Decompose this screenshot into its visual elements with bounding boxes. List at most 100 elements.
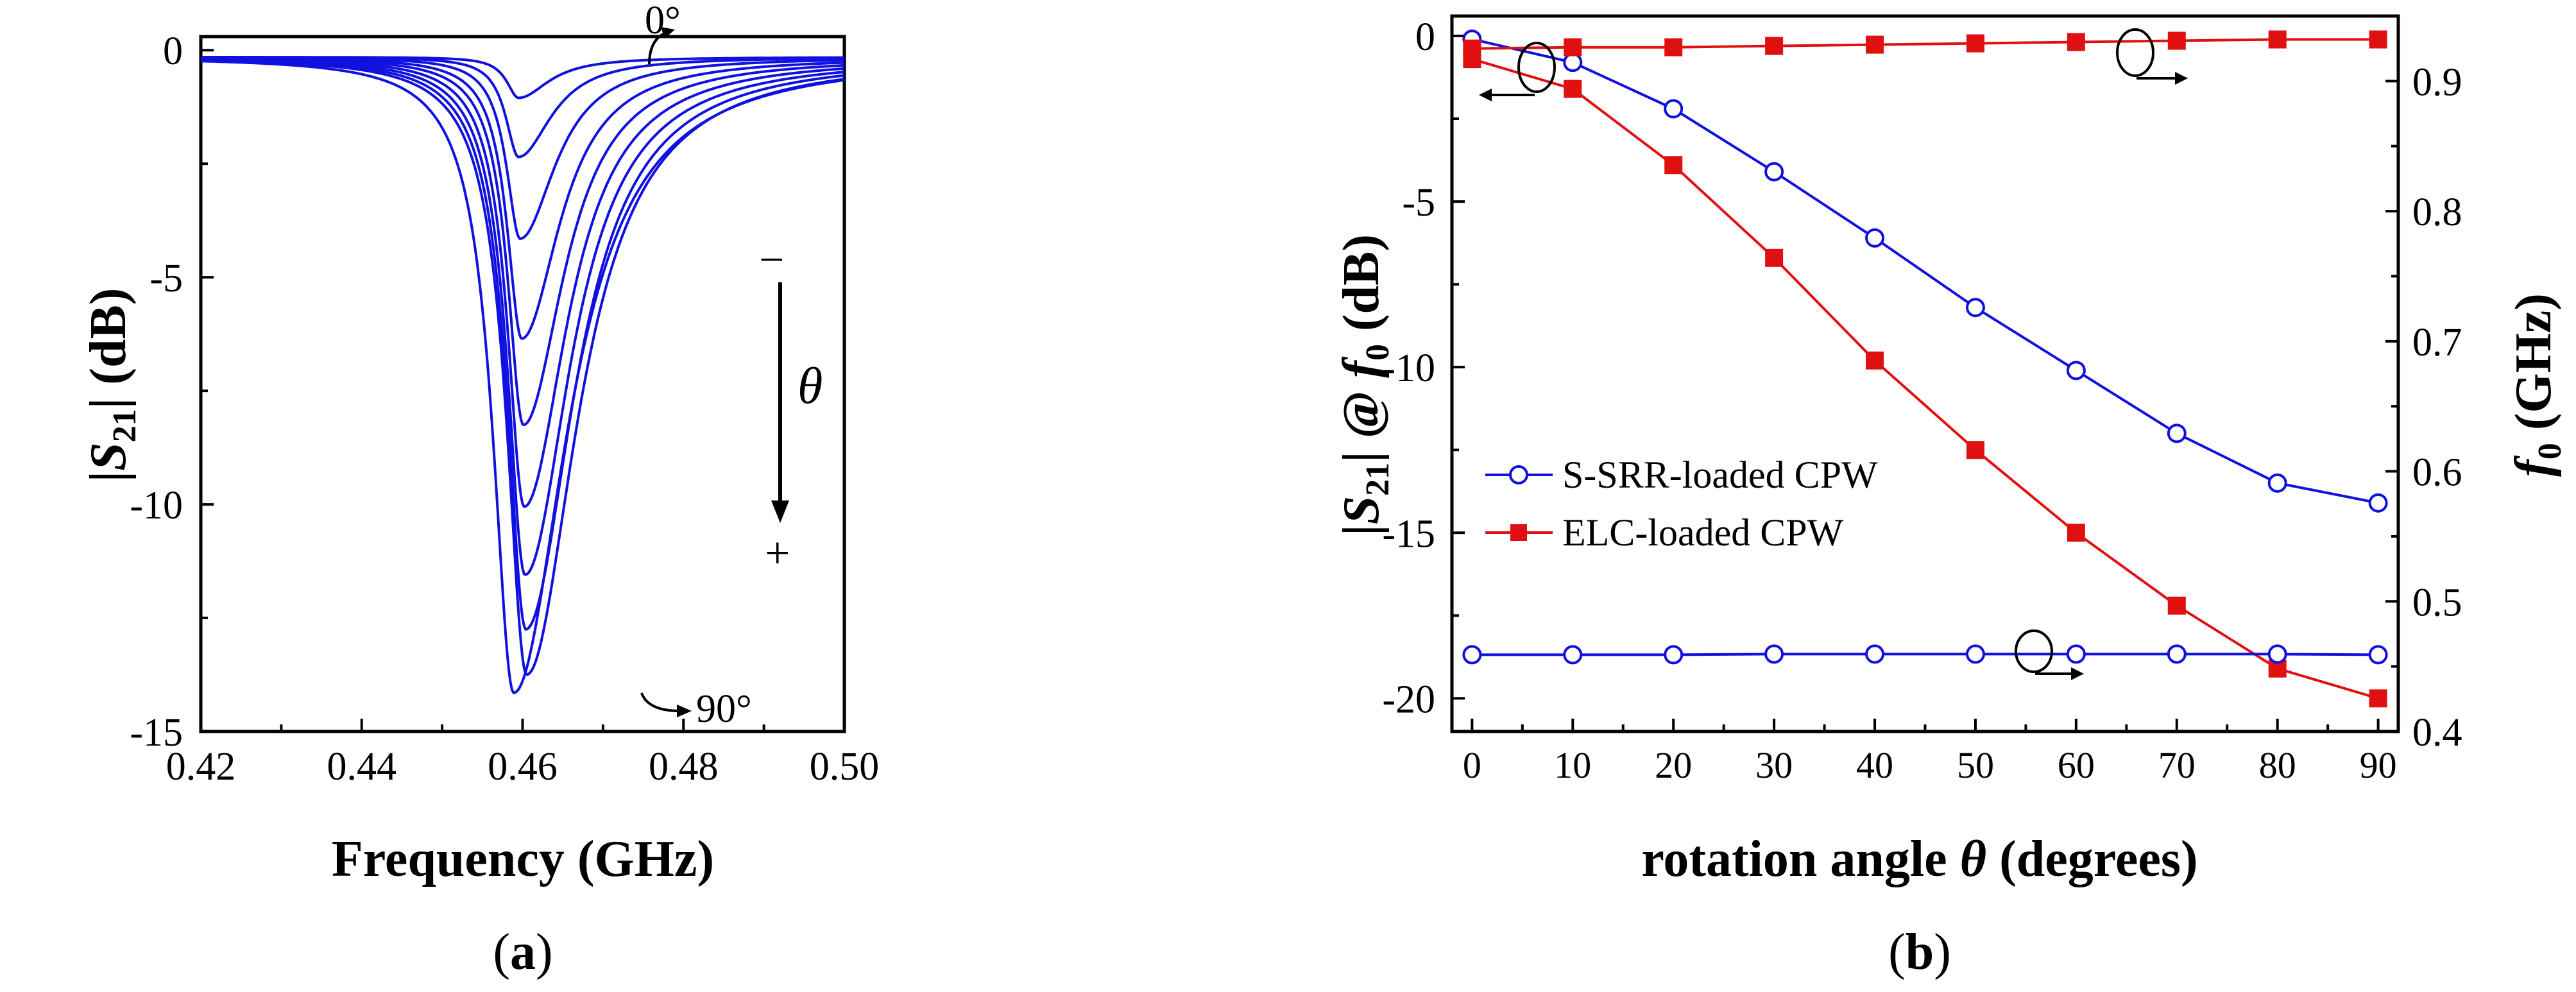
panel-a-x-axis-title: Frequency (GHz) xyxy=(332,831,714,887)
bottom-angle-label: 90° xyxy=(696,687,752,731)
panel-b-point-3 xyxy=(1765,37,1784,55)
panel-b-x-tick-label: 80 xyxy=(2259,744,2296,786)
panel-a-y-tick-label: 0 xyxy=(163,30,183,73)
panel-a-curve-1 xyxy=(201,56,845,158)
panel-b-x-axis-title: rotation angle θ (degrees) xyxy=(1641,831,2197,887)
panel-a-y-tick-label: -5 xyxy=(149,257,183,300)
panel-b-right-y-tick-label: 0.9 xyxy=(2412,60,2462,104)
panel-b-left-y-tick-label: -15 xyxy=(1382,512,1435,556)
panel-b-point-1 xyxy=(2369,689,2387,708)
panel-b-left-y-axis-title: |S21| @ f0 (dB) xyxy=(1333,234,1396,536)
panel-b-left-y-tick-label: -20 xyxy=(1382,678,1435,721)
legend-elc-label: ELC-loaded CPW xyxy=(1562,511,1844,554)
legend-item-elc: ELC-loaded CPW xyxy=(1485,511,1844,554)
panel-b-point-0 xyxy=(1563,53,1583,73)
srr-f0-axis-circle xyxy=(2015,629,2053,673)
panel-b-point-0 xyxy=(2167,423,2187,443)
panel-a-y-tick-label: -10 xyxy=(130,484,183,527)
panel-b-point-3 xyxy=(2067,33,2085,51)
plus-sign: + xyxy=(765,529,790,578)
panel-a-y-axis-title: |S21| (dB) xyxy=(80,288,143,483)
panel-b-right-y-tick-label: 0.7 xyxy=(2412,321,2462,364)
panel-b-point-1 xyxy=(1765,248,1784,267)
panel-a-curve-4 xyxy=(201,56,845,427)
s21-axis-circle-left xyxy=(1517,42,1556,93)
panel-b-point-2 xyxy=(1462,645,1482,665)
panel-b-point-2 xyxy=(1764,644,1784,664)
elc-f0-axis-arrow-head xyxy=(2175,72,2188,85)
panel-b-point-2 xyxy=(1563,645,1583,665)
panel-b-left-y-ticks: 0 -5 -10 -15 -20 xyxy=(1382,15,1465,721)
panel-b-point-2 xyxy=(1965,644,1985,664)
panel-b-point-3 xyxy=(2369,30,2387,49)
panel-b-point-1 xyxy=(2167,596,2186,615)
panel-a-curve-5 xyxy=(201,57,845,508)
panel-a-chart: 0.42 0.44 0.46 0.48 0.50 0-5-10-15 0° − θ + … xyxy=(80,0,879,980)
panel-b-point-3 xyxy=(1866,35,1884,54)
panel-b-x-tick-label: 50 xyxy=(1957,744,1994,786)
panel-b-x-tick-label: 10 xyxy=(1554,744,1591,786)
elc-f0-axis-circle xyxy=(2116,28,2154,77)
panel-a-curve-8 xyxy=(200,59,845,676)
panel-a-curve-2 xyxy=(200,56,844,240)
panel-b-series xyxy=(1462,30,2388,708)
panel-b-point-0 xyxy=(1965,298,1985,318)
panel-a-curves xyxy=(200,56,845,694)
panel-b-point-0 xyxy=(2066,361,2086,381)
top-angle-label: 0° xyxy=(645,0,681,42)
panel-b-point-0 xyxy=(1865,228,1885,248)
panel-b-x-tick-label: 20 xyxy=(1655,744,1692,786)
panel-b-left-y-tick-label: -5 xyxy=(1402,181,1435,225)
panel-a-curve-6 xyxy=(201,58,845,576)
panel-b-left-y-tick-label: 0 xyxy=(1415,15,1435,59)
panel-b-x-tick-label: 90 xyxy=(2360,744,2397,786)
legend-s-srr-marker xyxy=(1509,465,1528,484)
panel-b-point-0 xyxy=(1664,99,1684,119)
panel-b-chart: 0 10 20 30 40 50 60 70 80 90 0-5-10-15-20 0.40.50… xyxy=(1333,14,2568,980)
panel-a-x-tick-label: 0.44 xyxy=(327,745,397,789)
panel-b-point-0 xyxy=(2368,493,2388,513)
panel-b-point-2 xyxy=(1664,645,1684,665)
panel-a-curve-7 xyxy=(201,58,845,631)
panel-a-x-tick-label: 0.50 xyxy=(810,745,880,789)
theta-symbol: θ xyxy=(798,358,823,415)
panel-b-x-tick-label: 70 xyxy=(2158,744,2196,786)
panel-b-point-0 xyxy=(2267,473,2287,493)
legend-elc-marker xyxy=(1510,524,1527,541)
panel-a-plot-frame xyxy=(199,35,846,733)
panel-b-point-1 xyxy=(1966,441,1984,459)
panel-b-label: (b) xyxy=(1888,924,1951,980)
panel-b-point-2 xyxy=(2167,644,2187,664)
panel-b-point-2 xyxy=(2368,645,2388,665)
panel-b-series-line-1 xyxy=(1471,58,2379,700)
panel-b-right-y-ticks: 0.4 0.5 0.6 0.7 0.8 0.9 xyxy=(2385,60,2462,755)
panel-b-point-3 xyxy=(2167,31,2186,50)
s21-axis-arrow-left-head xyxy=(1479,89,1492,101)
panel-b-point-1 xyxy=(1664,156,1683,175)
panel-b-x-tick-label: 60 xyxy=(2058,744,2095,786)
legend-s-srr-label: S-SRR-loaded CPW xyxy=(1562,454,1878,496)
panel-a-x-tick-label: 0.48 xyxy=(649,745,719,789)
panel-a-curve-9 xyxy=(200,60,845,694)
panel-b-right-y-tick-label: 0.6 xyxy=(2412,451,2462,495)
panel-b-point-3 xyxy=(2268,30,2287,49)
panel-b-point-2 xyxy=(1865,644,1885,664)
srr-f0-axis-arrow-head xyxy=(2071,667,2084,680)
panel-b-point-2 xyxy=(2066,644,2086,664)
panel-b-point-3 xyxy=(1564,38,1582,56)
panel-a-x-tick-label: 0.42 xyxy=(166,745,236,789)
panel-b-point-3 xyxy=(1463,39,1481,58)
bottom-angle-arrow-head xyxy=(677,705,692,717)
panel-b-point-2 xyxy=(2267,644,2287,664)
panel-b-point-0 xyxy=(1764,162,1784,182)
panel-b-point-1 xyxy=(2067,524,2085,542)
top-angle-arrow-head xyxy=(661,27,675,38)
bottom-angle-arrow xyxy=(640,692,681,712)
panel-b-point-3 xyxy=(1966,34,1984,53)
legend-item-s-srr: S-SRR-loaded CPW xyxy=(1485,454,1878,496)
panel-b-series-line-0 xyxy=(1471,38,2378,504)
panel-b-x-ticks: 0 10 20 30 40 50 60 70 80 90 xyxy=(1463,719,2397,786)
theta-arrow-head xyxy=(771,500,789,523)
panel-b-right-y-tick-label: 0.8 xyxy=(2412,191,2462,234)
